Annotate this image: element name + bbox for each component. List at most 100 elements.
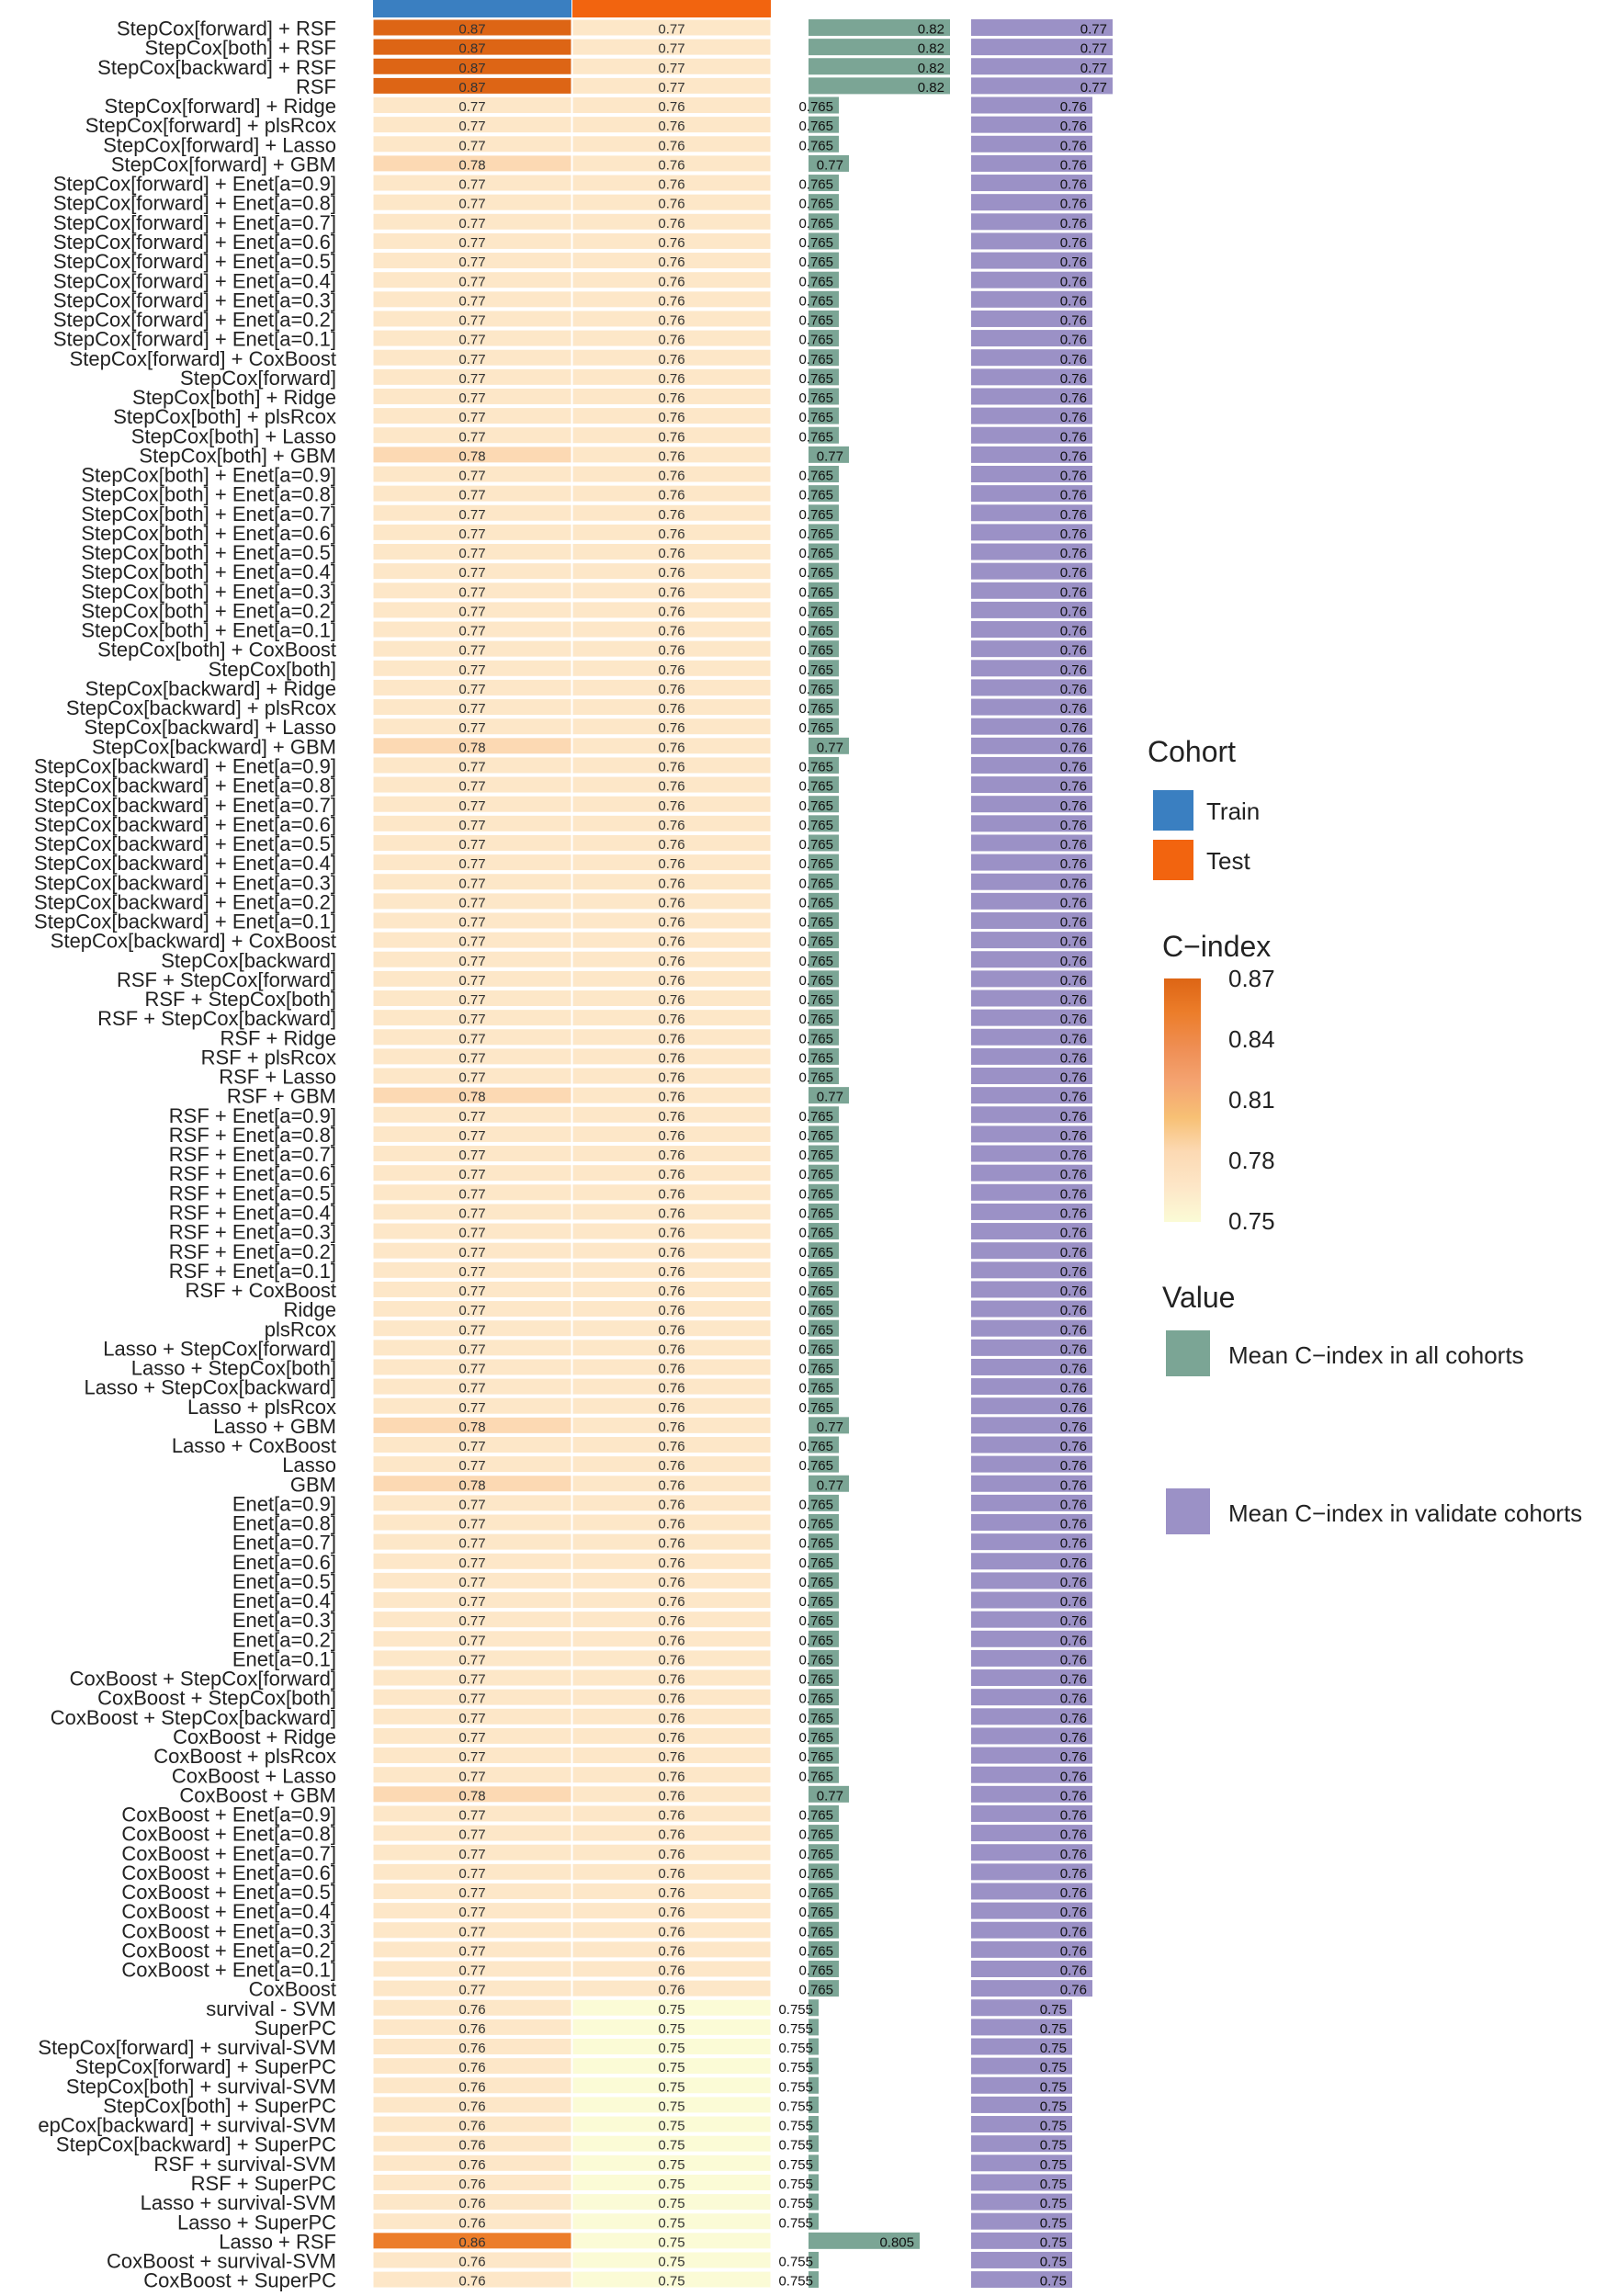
train-value-label: 0.77 xyxy=(458,565,485,581)
validate-cohorts-value-label: 0.76 xyxy=(1060,1847,1087,1862)
validate-cohorts-value-label: 0.76 xyxy=(1060,1788,1087,1804)
all-cohorts-value-label: 0.755 xyxy=(778,2079,813,2095)
validate-cohorts-bar xyxy=(971,349,1092,367)
test-cell xyxy=(571,1630,772,1648)
test-cell xyxy=(571,38,772,56)
train-cell xyxy=(372,892,572,910)
train-value-label: 0.77 xyxy=(458,1652,485,1668)
all-cohorts-bar xyxy=(809,310,839,327)
all-cohorts-bar xyxy=(809,1553,839,1570)
test-value-label: 0.77 xyxy=(658,41,684,57)
all-cohorts-value-label: 0.765 xyxy=(798,604,833,619)
test-value-label: 0.76 xyxy=(658,138,684,153)
train-value-label: 0.77 xyxy=(458,1303,485,1318)
all-cohorts-value-label: 0.765 xyxy=(798,1633,833,1648)
all-cohorts-value-label: 0.765 xyxy=(798,469,833,484)
validate-cohorts-value-label: 0.75 xyxy=(1040,2138,1067,2154)
test-cell xyxy=(571,1571,772,1589)
validate-cohorts-value-label: 0.76 xyxy=(1060,352,1087,368)
row-label: Enet[a=0.4] xyxy=(232,1589,336,1612)
row-label: StepCox[both] + Enet[a=0.5] xyxy=(81,541,336,564)
test-value-label: 0.75 xyxy=(658,2060,684,2075)
train-cell xyxy=(372,1804,572,1823)
train-cell xyxy=(372,1552,572,1570)
test-cell xyxy=(571,1047,772,1066)
train-value-label: 0.86 xyxy=(458,2234,485,2250)
test-value-label: 0.75 xyxy=(658,2196,684,2211)
row-label: RSF + Enet[a=0.2] xyxy=(169,1240,336,1263)
validate-cohorts-bar xyxy=(971,368,1092,386)
validate-cohorts-bar xyxy=(971,271,1092,288)
train-value-label: 0.78 xyxy=(458,1419,485,1435)
train-cell xyxy=(372,795,572,813)
test-cell xyxy=(571,911,772,930)
test-cell xyxy=(571,2096,772,2114)
test-cell xyxy=(571,465,772,483)
row-label: CoxBoost + StepCox[both] xyxy=(97,1687,336,1710)
test-cell xyxy=(571,969,772,988)
train-cell xyxy=(372,446,572,464)
train-value-label: 0.77 xyxy=(458,856,485,872)
train-cell xyxy=(372,1300,572,1318)
validate-cohorts-bar xyxy=(971,873,1092,890)
test-value-label: 0.76 xyxy=(658,1419,684,1435)
train-value-label: 0.76 xyxy=(458,2138,485,2154)
train-legend-swatch xyxy=(1153,790,1193,831)
all-cohorts-bar xyxy=(809,1689,839,1706)
test-cell xyxy=(571,1416,772,1434)
test-cell xyxy=(571,718,772,736)
all-cohorts-bar xyxy=(809,562,839,580)
train-cell xyxy=(372,2038,572,2056)
all-cohorts-value-label: 0.765 xyxy=(798,1730,833,1746)
train-value-label: 0.77 xyxy=(458,410,485,425)
all-cohorts-value-label: 0.755 xyxy=(778,2177,813,2192)
all-cohorts-value-label: 0.765 xyxy=(798,1924,833,1940)
row-label: CoxBoost + Enet[a=0.1] xyxy=(121,1959,336,1982)
train-cell xyxy=(372,1940,572,1959)
validate-cohorts-value-label: 0.76 xyxy=(1060,1362,1087,1377)
test-value-label: 0.76 xyxy=(658,1924,684,1940)
train-cell xyxy=(372,1998,572,2017)
validate-cohorts-value-label: 0.76 xyxy=(1060,1652,1087,1668)
train-value-label: 0.77 xyxy=(458,1400,485,1416)
row-label: CoxBoost + StepCox[backward] xyxy=(51,1706,336,1729)
row-label: CoxBoost + StepCox[forward] xyxy=(70,1668,336,1691)
all-cohorts-value-label: 0.765 xyxy=(798,1983,833,1998)
train-cell xyxy=(372,1824,572,1842)
validate-cohorts-value-label: 0.76 xyxy=(1060,1983,1087,1998)
test-cell xyxy=(571,2115,772,2133)
validate-cohorts-bar xyxy=(971,1281,1092,1298)
validate-cohorts-value-label: 0.76 xyxy=(1060,1167,1087,1182)
validate-cohorts-bar xyxy=(971,1591,1092,1609)
test-value-label: 0.75 xyxy=(658,2157,684,2173)
validate-cohorts-value-label: 0.76 xyxy=(1060,1769,1087,1784)
validate-cohorts-value-label: 0.76 xyxy=(1060,1109,1087,1125)
row-label: StepCox[both] + Enet[a=0.3] xyxy=(81,580,336,603)
all-cohorts-bar xyxy=(809,2038,819,2055)
train-cell xyxy=(372,523,572,541)
all-cohorts-bar xyxy=(809,1980,839,1997)
validate-cohorts-bar xyxy=(971,446,1092,463)
test-value-label: 0.76 xyxy=(658,856,684,872)
all-cohorts-bar xyxy=(809,349,839,367)
test-cell xyxy=(571,1766,772,1784)
all-cohorts-bar xyxy=(809,911,839,929)
all-cohorts-bar xyxy=(809,1921,839,1939)
validate-cohorts-bar xyxy=(971,310,1092,327)
test-value-label: 0.76 xyxy=(658,1148,684,1163)
train-cell xyxy=(372,1494,572,1512)
validate-cohorts-value-label: 0.76 xyxy=(1060,992,1087,1008)
train-value-label: 0.77 xyxy=(458,1148,485,1163)
test-legend-swatch xyxy=(1153,840,1193,880)
validate-cohorts-bar xyxy=(971,2212,1072,2230)
validate-cohorts-bar xyxy=(971,1980,1092,1997)
all-cohorts-bar xyxy=(809,1183,839,1201)
train-cell xyxy=(372,582,572,600)
all-cohorts-value-label: 0.755 xyxy=(778,2138,813,2154)
validate-cohorts-value-label: 0.76 xyxy=(1060,410,1087,425)
test-cell xyxy=(571,756,772,775)
train-value-label: 0.77 xyxy=(458,138,485,153)
train-cell xyxy=(372,1009,572,1027)
validate-cohorts-bar xyxy=(971,679,1092,696)
row-label: Lasso + CoxBoost xyxy=(172,1434,336,1457)
